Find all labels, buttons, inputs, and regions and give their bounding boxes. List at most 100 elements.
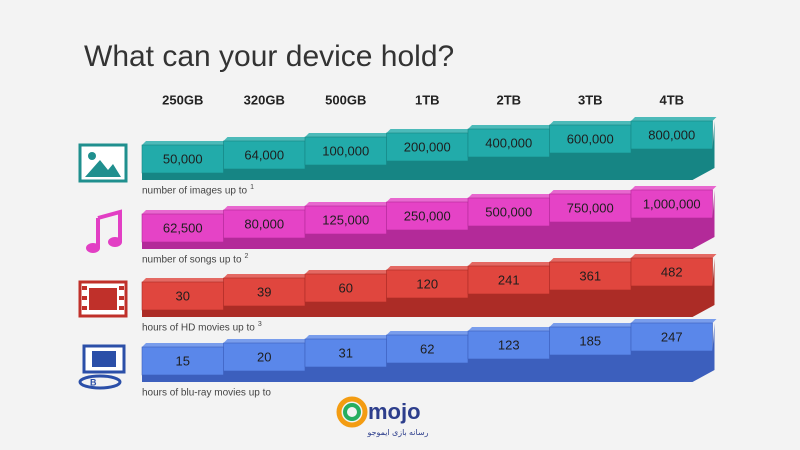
logo-text: mojo: [368, 399, 421, 424]
bar-top: [223, 137, 309, 141]
bar-depth: [142, 190, 715, 249]
bar-segment: [467, 128, 550, 158]
cell-value: 39: [257, 284, 271, 299]
bar-segment: [467, 265, 550, 295]
bar-segment: [549, 261, 632, 291]
bar-segment: [549, 326, 632, 356]
bar-segment: [549, 193, 632, 223]
cell-value: 80,000: [244, 216, 284, 231]
bar-top: [549, 323, 635, 327]
logo: mojo رسانه بازی ایموجو: [336, 396, 429, 437]
cell-value: 64,000: [244, 147, 284, 162]
music-icon: [86, 209, 122, 253]
bar-segment: [630, 189, 713, 219]
bar-segment: [304, 205, 387, 235]
bar-segment: [386, 201, 469, 231]
images-icon: [78, 143, 128, 183]
bar-segment: [304, 136, 387, 166]
bar-segment: [223, 277, 306, 307]
cell-value: 15: [176, 353, 190, 368]
cell-value: 361: [579, 268, 601, 283]
column-header: 1TB: [415, 92, 440, 107]
row-note: 3: [258, 321, 262, 328]
bar-top: [468, 125, 554, 129]
bar-top: [305, 270, 391, 274]
cell-value: 1,000,000: [643, 196, 701, 211]
bar-top: [305, 335, 391, 339]
cell-value: 100,000: [322, 143, 369, 158]
bar-top: [223, 339, 309, 343]
bar-top: [631, 117, 717, 121]
cell-value: 500,000: [485, 204, 532, 219]
bar-segment: [386, 334, 469, 364]
cell-value: 125,000: [322, 212, 369, 227]
cell-value: 31: [339, 345, 353, 360]
row-label: hours of HD movies up to: [142, 323, 255, 334]
bar-segment: [386, 269, 469, 299]
bar-segment: [223, 342, 306, 372]
column-header: 4TB: [659, 92, 684, 107]
bar-top: [305, 202, 391, 206]
cell-value: 60: [339, 280, 353, 295]
bar-segment: [386, 132, 469, 162]
bar-segment: [549, 124, 632, 154]
cell-value: 200,000: [404, 139, 451, 154]
bar-top: [549, 258, 635, 262]
row-note: 1: [250, 184, 254, 191]
cell-value: 123: [498, 337, 520, 352]
logo-tagline: رسانه بازی ایموجو: [366, 428, 428, 437]
cell-value: 750,000: [567, 200, 614, 215]
bar-top: [142, 343, 228, 347]
row-label: number of songs up to: [142, 255, 242, 266]
cell-value: 482: [661, 264, 683, 279]
cell-value: 241: [498, 272, 520, 287]
bar-segment: [141, 281, 224, 311]
column-header: 3TB: [578, 92, 603, 107]
title: What can your device hold?: [84, 40, 454, 73]
bar-top: [468, 194, 554, 198]
column-header: 500GB: [325, 92, 366, 107]
bar-top: [468, 327, 554, 331]
bar-top: [631, 186, 717, 190]
bar-segment: [141, 213, 224, 243]
bar-top: [549, 190, 635, 194]
bar-segment: [304, 273, 387, 303]
column-header: 2TB: [496, 92, 521, 107]
bar-top: [386, 331, 472, 335]
bar-top: [386, 198, 472, 202]
bar-segment: [467, 197, 550, 227]
bar-top: [142, 141, 228, 145]
bar-segment: [304, 338, 387, 368]
bar-top: [223, 206, 309, 210]
cell-value: 62: [420, 341, 434, 356]
bar-top: [386, 266, 472, 270]
cell-value: 400,000: [485, 135, 532, 150]
column-header: 320GB: [244, 92, 285, 107]
bar-top: [631, 254, 717, 258]
cell-value: 30: [176, 288, 190, 303]
cell-value: 62,500: [163, 220, 203, 235]
bar-top: [549, 121, 635, 125]
rows: 50,000 64,000 100,000 200,000 400,000 600,000…: [141, 117, 717, 399]
bar-segment: [630, 257, 713, 287]
bar-depth: [142, 258, 715, 317]
film-icon: [78, 280, 128, 318]
row-label: number of images up to: [142, 186, 247, 197]
cell-value: 185: [579, 333, 601, 348]
bar-top: [305, 133, 391, 137]
bluray-icon: B: [78, 344, 126, 390]
bar-top: [468, 262, 554, 266]
svg-text:B: B: [90, 377, 97, 387]
bar-depth: [142, 121, 715, 180]
cell-value: 50,000: [163, 151, 203, 166]
cell-value: 247: [661, 329, 683, 344]
column-header: 250GB: [162, 92, 203, 107]
bar-segment: [141, 144, 224, 174]
bar-depth: [142, 323, 715, 382]
bar-top: [142, 278, 228, 282]
cell-value: 20: [257, 349, 271, 364]
bar-segment: [630, 322, 713, 352]
cell-value: 250,000: [404, 208, 451, 223]
